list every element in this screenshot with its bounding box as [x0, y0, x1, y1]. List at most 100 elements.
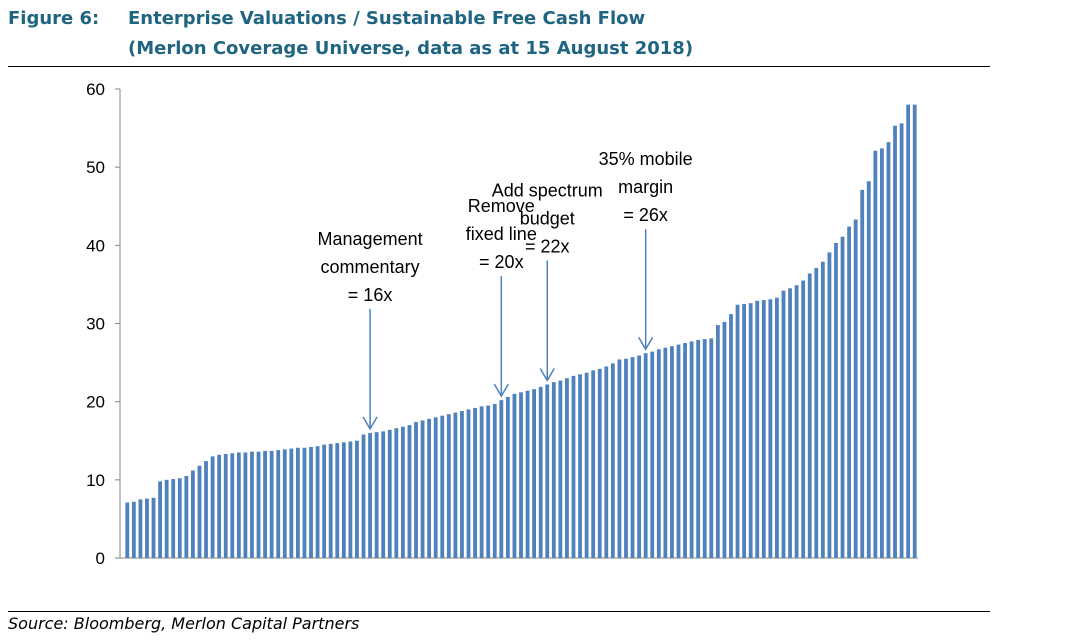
bar [394, 428, 399, 558]
bar [361, 434, 366, 558]
bar [755, 300, 760, 558]
bar [322, 444, 327, 558]
bar [683, 343, 687, 558]
bar [460, 411, 464, 558]
bar [328, 443, 333, 558]
bar [853, 219, 858, 559]
bar [538, 386, 543, 558]
bar [604, 366, 609, 558]
annotation-text: margin [618, 177, 673, 197]
bar [565, 378, 569, 558]
y-tick-label: 20 [86, 393, 105, 412]
bar [191, 470, 195, 558]
annotation-text: Remove [468, 196, 535, 216]
annotation-text: = 20x [479, 252, 524, 272]
bar [295, 447, 300, 558]
bar [381, 431, 386, 558]
bar [676, 344, 681, 558]
annotation-arrow-head [638, 336, 654, 351]
bar [893, 125, 897, 559]
annotation-arrow-head [493, 383, 509, 398]
bar [696, 339, 701, 558]
bar [164, 479, 169, 558]
source-note: Source: Bloomberg, Merlon Capital Partne… [8, 614, 360, 633]
y-tick-label: 30 [86, 315, 105, 334]
bar [775, 297, 779, 558]
bar [551, 382, 556, 559]
annotation-text: = 26x [623, 205, 668, 225]
bar [834, 242, 838, 559]
bar [210, 456, 215, 558]
annotation-arrow-head [539, 368, 555, 382]
bar [584, 372, 589, 558]
bar [801, 280, 806, 558]
annotation-text: = 16x [348, 285, 393, 305]
bar [670, 346, 674, 558]
bar [204, 461, 208, 558]
bar [171, 479, 176, 558]
bar [794, 285, 799, 558]
bar [709, 338, 714, 558]
bar [250, 451, 254, 558]
bar [761, 300, 766, 558]
bar [492, 404, 497, 558]
bar [499, 400, 504, 558]
bar [177, 478, 182, 558]
annotation-text: budget [520, 208, 575, 228]
bar [400, 426, 405, 558]
bar [302, 447, 307, 558]
annotations: Management commentary = 16x Remove fixed lin… [318, 149, 693, 431]
bar [256, 451, 261, 558]
y-tick-label: 60 [86, 80, 105, 99]
bar [558, 380, 563, 558]
bar [525, 390, 530, 558]
bar [748, 303, 753, 558]
bar [650, 351, 655, 558]
bar [860, 189, 865, 558]
bar [243, 452, 248, 558]
bar [440, 415, 445, 558]
bar [138, 499, 143, 559]
bar [341, 442, 346, 558]
bar [617, 359, 622, 558]
bar [197, 465, 202, 558]
bar [446, 414, 451, 558]
bar [145, 498, 149, 558]
bar [814, 268, 819, 558]
bar [807, 273, 812, 558]
bar [309, 447, 313, 558]
bar [663, 347, 668, 558]
bar [729, 314, 733, 558]
bar [591, 370, 596, 558]
bar [263, 450, 267, 558]
bar [866, 181, 871, 559]
y-tick-label: 40 [86, 236, 105, 255]
bar [374, 432, 379, 558]
annotation-text: fixed line [466, 224, 537, 244]
bar [368, 432, 372, 558]
y-tick-label: 0 [96, 549, 105, 568]
bottom-divider [8, 611, 990, 612]
bar [597, 368, 602, 558]
bar [151, 497, 156, 558]
bar [486, 405, 491, 558]
y-tick-label: 10 [86, 471, 105, 490]
bar [282, 449, 287, 558]
bar [466, 409, 471, 558]
bar [768, 299, 773, 558]
bar [335, 443, 340, 558]
bar [788, 288, 792, 558]
annotation-text: Add spectrum [492, 180, 603, 200]
bar [840, 236, 845, 559]
bar [473, 407, 477, 558]
bar [715, 325, 720, 558]
annotation: 35% mobile margin = 26x [599, 149, 693, 351]
bar [276, 450, 281, 558]
bar [519, 392, 523, 558]
bar [906, 104, 911, 558]
bar [236, 452, 241, 558]
bar [899, 123, 904, 558]
bar [722, 321, 727, 558]
bar [827, 252, 832, 558]
